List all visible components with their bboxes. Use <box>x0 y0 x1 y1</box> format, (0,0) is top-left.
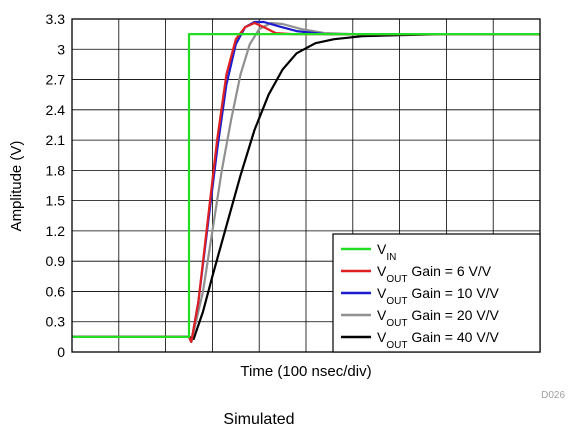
y-tick-label: 1.8 <box>46 162 66 178</box>
y-tick-label: 1.2 <box>46 223 66 239</box>
y-tick-label: 2.1 <box>46 132 66 148</box>
y-tick-label: 1.5 <box>46 193 66 209</box>
x-axis-label: Time (100 nsec/div) <box>240 363 371 380</box>
y-tick-label: 3.3 <box>46 11 66 27</box>
series-line-2 <box>72 21 540 343</box>
y-tick-labels: 0 0.3 0.6 0.9 1.2 1.5 1.8 2.1 2.4 2.7 3 3.3 <box>46 11 66 360</box>
grid <box>72 19 540 352</box>
series-line-5 <box>72 33 540 340</box>
series-line-1 <box>72 33 540 338</box>
y-tick-label: 0.3 <box>46 314 66 330</box>
plot-frame <box>71 18 541 353</box>
y-tick-label: 0.6 <box>46 283 66 299</box>
figure-code: D026 <box>541 390 565 401</box>
series-line-4 <box>72 21 540 343</box>
legend-label: VIN <box>377 241 396 263</box>
step-response-chart: 0 0.3 0.6 0.9 1.2 1.5 1.8 2.1 2.4 2.7 3 3.3 Time (1… <box>8 11 541 380</box>
legend-label: VOUT Gain = 10 V/V <box>377 285 500 307</box>
legend-label: VOUT Gain = 40 V/V <box>377 329 500 351</box>
footer-caption: Simulated <box>223 411 295 428</box>
plot-lines <box>72 20 540 343</box>
y-tick-label: 3 <box>57 41 65 57</box>
y-tick-label: 2.4 <box>46 102 66 118</box>
y-tick-label: 2.7 <box>46 72 66 88</box>
y-tick-label: 0 <box>57 344 65 360</box>
y-axis-label: Amplitude (V) <box>8 141 25 232</box>
y-tick-label: 0.9 <box>46 253 66 269</box>
legend-label: VOUT Gain = 20 V/V <box>377 307 500 329</box>
legend-label: VOUT Gain = 6 V/V <box>377 263 492 285</box>
